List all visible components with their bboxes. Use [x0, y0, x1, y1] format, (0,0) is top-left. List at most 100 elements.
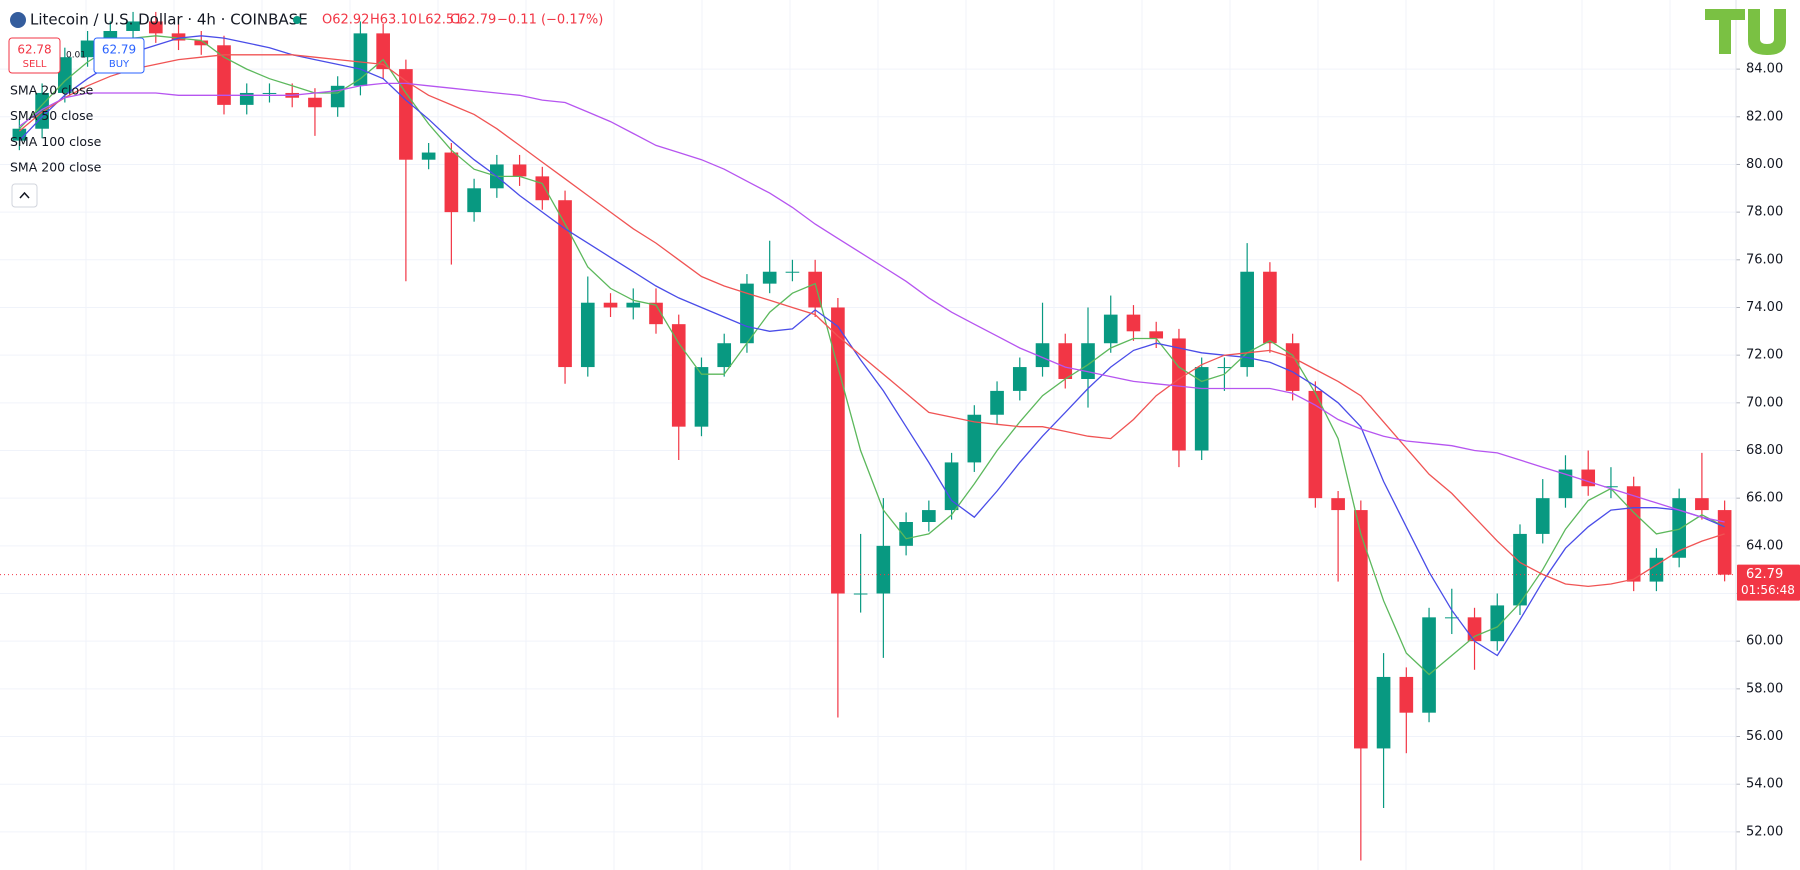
y-tick-label: 68.00: [1746, 443, 1783, 458]
legend-item: SMA 50 close: [10, 108, 94, 123]
candle-body: [444, 152, 459, 213]
candle-body: [1081, 343, 1095, 379]
candle-body: [694, 367, 709, 427]
candle-body: [1126, 314, 1141, 332]
y-tick-label: 60.00: [1746, 634, 1783, 649]
y-tick-label: 54.00: [1746, 777, 1783, 792]
candle-body: [535, 176, 550, 201]
candle-body: [671, 324, 686, 427]
candle-body: [1376, 676, 1391, 749]
candle-body: [171, 33, 186, 41]
y-tick-label: 56.00: [1746, 729, 1783, 744]
candle-body: [217, 45, 231, 105]
candle-body: [1649, 557, 1664, 582]
candle-body: [944, 462, 959, 511]
y-tick-label: 84.00: [1746, 62, 1783, 77]
candle-body: [580, 302, 595, 368]
candle-body: [308, 97, 322, 108]
candle-body: [1331, 498, 1345, 511]
y-tick-label: 72.00: [1746, 348, 1783, 363]
candle-body: [103, 30, 118, 41]
candle-body: [1535, 498, 1550, 534]
y-tick-label: 58.00: [1746, 681, 1783, 696]
sell-button[interactable]: [8, 37, 61, 74]
candle-body: [967, 414, 982, 463]
candle-body: [1308, 390, 1323, 499]
candle-body: [990, 390, 1004, 415]
candle-body: [1467, 617, 1482, 642]
collapse-button[interactable]: [11, 183, 38, 208]
y-tick-label: 70.00: [1746, 395, 1783, 410]
brand-logo: [1705, 9, 1786, 55]
candle-body: [512, 164, 527, 177]
candle-body: [353, 33, 368, 86]
candle-body: [1149, 331, 1164, 339]
candle-body: [1103, 314, 1118, 344]
market-status: [293, 16, 301, 24]
sma-line: [19, 82, 1725, 523]
sma-line: [18, 35, 1725, 676]
spread: 0.01: [66, 51, 86, 61]
candle-body: [876, 545, 891, 594]
candle-body: [399, 69, 413, 160]
candle-body: [922, 510, 936, 522]
legend-item: SMA 200 close: [10, 160, 102, 175]
buy-price[interactable]: 62.79: [102, 43, 136, 57]
candle-body: [1581, 469, 1596, 487]
buy-button[interactable]: [93, 37, 145, 74]
candle-body: [239, 92, 254, 105]
candle-body: [80, 40, 95, 58]
candle-body: [421, 152, 436, 160]
candle-body: [1012, 367, 1027, 391]
legend-item: SMA 20 close: [10, 83, 94, 98]
candle-body: [12, 128, 27, 141]
candle-body: [1626, 486, 1641, 582]
candle-body: [762, 271, 777, 284]
candle-body: [808, 271, 822, 308]
sell-price[interactable]: 62.78: [17, 43, 51, 57]
candle-body: [1558, 469, 1573, 499]
sma-line: [18, 54, 1725, 588]
candle-body: [376, 33, 390, 70]
candle-body: [1399, 676, 1414, 713]
ohlc-label: C62.79: [450, 13, 496, 28]
candle-body: [1240, 271, 1254, 368]
candle-body: [1263, 271, 1277, 344]
countdown: 01:56:48: [1741, 583, 1795, 597]
candle-body: [1422, 617, 1436, 713]
candle-body: [1172, 338, 1186, 451]
y-tick-label: 76.00: [1746, 252, 1783, 267]
candle-body: [1490, 605, 1505, 642]
plot: [0, 11, 1736, 861]
candle-body: [717, 343, 732, 368]
candle-body: [1035, 343, 1050, 368]
candle-body: [785, 271, 800, 273]
y-tick-label: 52.00: [1746, 824, 1783, 839]
logo-t-stem: [1719, 9, 1731, 54]
candle-body: [1444, 617, 1459, 619]
y-tick-label: 78.00: [1746, 205, 1783, 220]
y-tick-label: 66.00: [1746, 491, 1783, 506]
candle-body: [558, 200, 572, 368]
candle-body: [853, 593, 868, 595]
ohlc-label: −0.11 (−0.17%): [497, 13, 603, 28]
legend-item: SMA 100 close: [10, 134, 102, 149]
candle-body: [148, 21, 163, 34]
candle-body: [1717, 510, 1732, 575]
candle-body: [603, 302, 618, 308]
candle-body: [1513, 533, 1527, 606]
candle-body: [1354, 510, 1368, 749]
sell-label[interactable]: SELL: [23, 59, 47, 70]
buy-label[interactable]: BUY: [109, 59, 130, 70]
collapse-icon[interactable]: [19, 191, 30, 199]
candle-body: [467, 188, 481, 213]
coin-logo: [10, 12, 26, 28]
y-tick-label: 64.00: [1746, 538, 1783, 553]
last-price-box: [1737, 564, 1800, 601]
candle-body: [194, 40, 209, 46]
candle-body: [1695, 498, 1709, 511]
candle-body: [899, 522, 913, 546]
